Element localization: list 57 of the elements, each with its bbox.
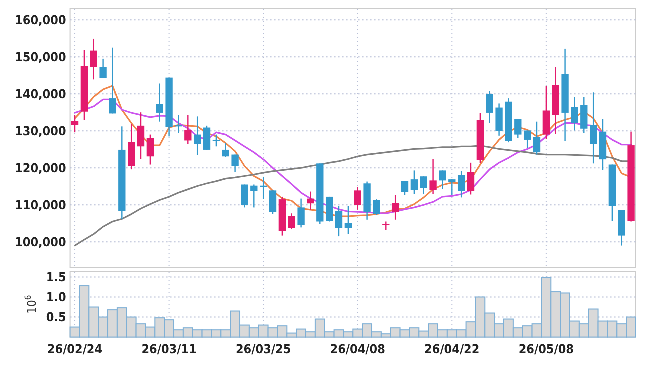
candlestick (354, 186, 362, 211)
candlestick (590, 92, 598, 164)
y-tick-label: 1.5 (46, 270, 66, 285)
candlestick (448, 178, 456, 196)
candlestick (496, 103, 503, 137)
x-tick-label: 26/02/24 (47, 341, 103, 356)
candlestick (467, 162, 475, 196)
y-tick-label: 0.5 (46, 310, 66, 325)
candlestick (458, 170, 466, 198)
y-tick-label: 130,000 (15, 123, 66, 138)
candlestick (260, 176, 268, 200)
candlestick (307, 191, 314, 211)
y-tick-label: 150,000 (15, 49, 66, 64)
candlestick (298, 198, 305, 228)
candlestick (90, 38, 98, 80)
x-tick-label: 26/03/25 (236, 341, 292, 356)
candlestick (514, 118, 522, 139)
candlestick (420, 176, 428, 195)
y-tick-label: 120,000 (15, 160, 66, 176)
candlestick (410, 170, 418, 195)
candlestick (109, 47, 116, 114)
candlestick (175, 114, 182, 134)
candlestick (146, 134, 154, 166)
candlestick (137, 112, 145, 160)
candlestick (486, 90, 494, 124)
candlestick (184, 114, 192, 145)
x-tick-label: 26/05/08 (518, 341, 574, 356)
candlestick (533, 121, 541, 156)
candlestick (156, 83, 164, 122)
candlestick (288, 213, 296, 230)
candlestick (571, 96, 578, 132)
candlestick (241, 184, 248, 208)
candlestick (250, 184, 258, 208)
y-tick-label: 1.0 (46, 290, 66, 305)
candlestick (232, 154, 239, 173)
y-tick-label: 110,000 (15, 197, 66, 212)
candlestick (269, 190, 277, 215)
x-tick-label: 26/04/22 (424, 341, 480, 356)
x-tick-label: 26/04/08 (330, 341, 386, 356)
candlestick (100, 58, 107, 79)
candlestick (344, 206, 352, 235)
candlestick (580, 96, 588, 134)
y-tick-label: 160,000 (15, 12, 66, 28)
candlestick (524, 130, 532, 149)
candlestick (392, 194, 400, 220)
candlestick (430, 158, 437, 195)
candlestick (203, 125, 211, 151)
candlestick (71, 114, 79, 134)
x-tick-label: 26/03/11 (142, 341, 198, 356)
y-tick-label: 140,000 (15, 86, 66, 102)
candlestick (401, 180, 409, 196)
candlestick (373, 198, 380, 216)
y-tick-label: 100,000 (15, 234, 66, 250)
candlestick (439, 170, 446, 190)
candlestick (222, 142, 230, 158)
candlestick (335, 206, 343, 238)
candlestick (194, 116, 202, 156)
